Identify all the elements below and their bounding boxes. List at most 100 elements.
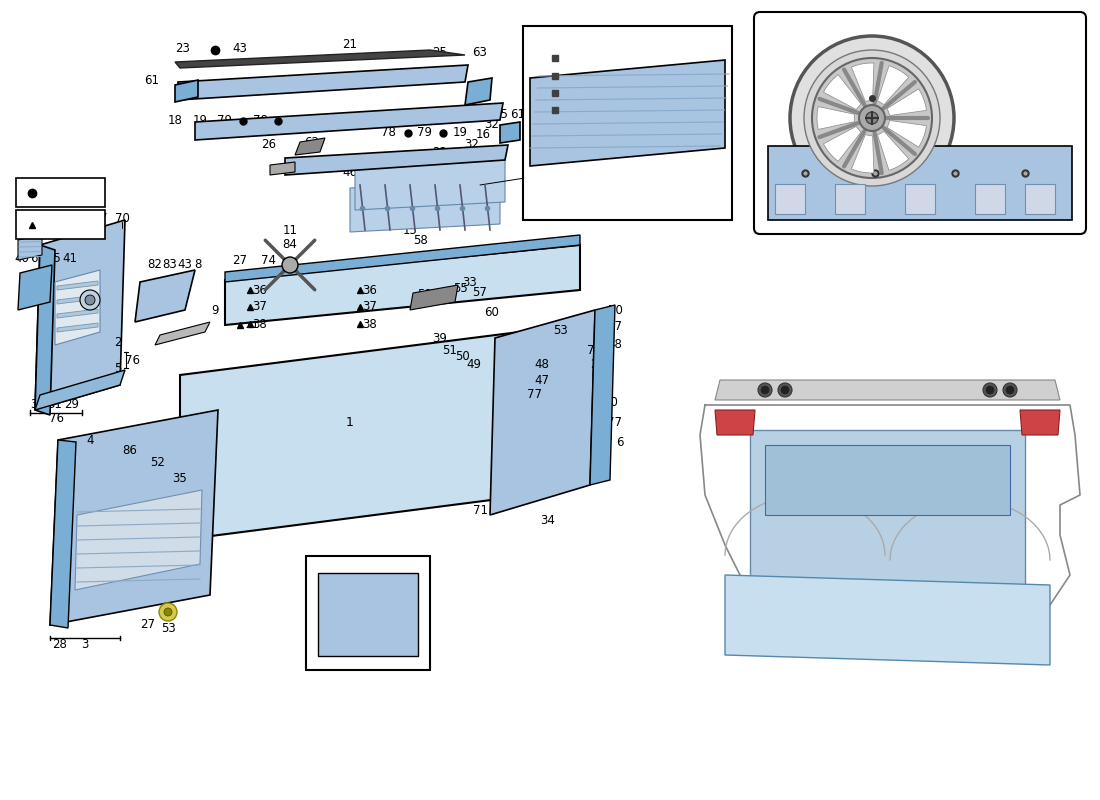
Text: 9: 9 [211, 303, 219, 317]
Polygon shape [318, 573, 418, 656]
Text: 37: 37 [363, 301, 377, 314]
Text: 17: 17 [297, 122, 311, 134]
Text: 76: 76 [124, 354, 140, 366]
Text: 75: 75 [422, 214, 438, 226]
Text: 16: 16 [356, 181, 372, 194]
Text: Vale per USA, CDN, USA Light: Vale per USA, CDN, USA Light [540, 181, 714, 191]
Text: 28: 28 [53, 638, 67, 651]
Text: 70: 70 [114, 211, 130, 225]
FancyBboxPatch shape [754, 12, 1086, 234]
Circle shape [812, 58, 932, 178]
Text: 8: 8 [195, 258, 201, 271]
Text: 27: 27 [591, 358, 605, 371]
Text: 36: 36 [253, 283, 267, 297]
Text: 73: 73 [882, 154, 898, 166]
Text: 83: 83 [163, 258, 177, 271]
Text: 42: 42 [43, 211, 57, 225]
Polygon shape [226, 235, 580, 282]
Text: 32: 32 [485, 118, 499, 131]
Circle shape [790, 36, 954, 200]
Text: 53: 53 [161, 622, 175, 634]
Text: 37: 37 [253, 301, 267, 314]
Text: 82: 82 [147, 258, 163, 271]
Text: 22: 22 [432, 146, 448, 159]
Polygon shape [750, 430, 1025, 615]
Text: Valid for USA, CDN, USA Light: Valid for USA, CDN, USA Light [549, 196, 705, 206]
Text: hyperionfor.com: hyperionfor.com [165, 453, 495, 487]
Text: 39: 39 [432, 331, 448, 345]
Text: 40: 40 [14, 251, 30, 265]
Polygon shape [57, 323, 98, 332]
Text: 29: 29 [65, 398, 79, 411]
Polygon shape [285, 145, 508, 175]
Text: 65: 65 [538, 53, 552, 63]
Polygon shape [175, 80, 198, 102]
Text: 72: 72 [1057, 122, 1072, 134]
Polygon shape [75, 490, 202, 590]
Text: 84: 84 [283, 238, 297, 251]
Text: 71: 71 [597, 378, 613, 391]
Text: 71: 71 [78, 211, 94, 225]
Polygon shape [410, 285, 458, 310]
Text: 43: 43 [177, 258, 192, 271]
Text: 47: 47 [607, 321, 623, 334]
Polygon shape [768, 146, 1072, 220]
Circle shape [164, 608, 172, 616]
Polygon shape [175, 50, 465, 68]
Polygon shape [350, 180, 500, 232]
Text: 21: 21 [342, 38, 358, 51]
Text: 78: 78 [253, 114, 267, 126]
Text: 41: 41 [63, 251, 77, 265]
Text: 61: 61 [510, 109, 526, 122]
Polygon shape [824, 126, 861, 162]
Text: 27: 27 [141, 618, 155, 631]
Text: 34: 34 [540, 514, 556, 526]
Text: 2: 2 [114, 335, 122, 349]
Polygon shape [465, 78, 492, 105]
Text: 36: 36 [363, 283, 377, 297]
Polygon shape [764, 445, 1010, 515]
Text: 73: 73 [802, 151, 818, 165]
Polygon shape [725, 575, 1050, 665]
FancyBboxPatch shape [522, 26, 732, 220]
Polygon shape [50, 440, 76, 628]
Polygon shape [888, 89, 926, 115]
Polygon shape [270, 162, 295, 175]
Text: 52: 52 [151, 455, 165, 469]
Text: 80: 80 [312, 646, 328, 658]
Text: 46: 46 [432, 169, 448, 182]
Circle shape [983, 383, 997, 397]
Text: 33: 33 [463, 275, 477, 289]
Text: = 20: = 20 [48, 186, 79, 199]
Text: = 10: = 10 [48, 218, 79, 231]
Text: 15: 15 [403, 223, 417, 237]
Text: 46: 46 [342, 166, 358, 178]
Text: 76: 76 [48, 411, 64, 425]
Text: 11: 11 [244, 318, 260, 331]
Text: 1: 1 [346, 415, 354, 429]
Text: 11: 11 [283, 223, 297, 237]
Text: 59: 59 [418, 289, 432, 302]
Text: 16: 16 [475, 129, 491, 142]
Bar [835, 184, 865, 214]
Text: 70: 70 [603, 395, 617, 409]
Polygon shape [878, 131, 909, 170]
Text: 15: 15 [494, 109, 508, 122]
Polygon shape [490, 310, 595, 515]
Text: 74: 74 [261, 254, 275, 266]
Polygon shape [155, 322, 210, 345]
Polygon shape [355, 160, 505, 210]
Text: 71: 71 [473, 503, 487, 517]
Circle shape [778, 383, 792, 397]
Text: 78: 78 [381, 126, 395, 138]
Text: 45: 45 [1057, 30, 1072, 42]
Text: 63: 63 [473, 46, 487, 58]
Polygon shape [226, 245, 580, 325]
Polygon shape [824, 74, 861, 110]
Circle shape [781, 386, 789, 394]
Text: 48: 48 [535, 358, 549, 371]
Polygon shape [178, 65, 468, 100]
Text: 3: 3 [81, 638, 89, 650]
Text: 14: 14 [387, 209, 403, 222]
Text: 69: 69 [60, 211, 76, 225]
